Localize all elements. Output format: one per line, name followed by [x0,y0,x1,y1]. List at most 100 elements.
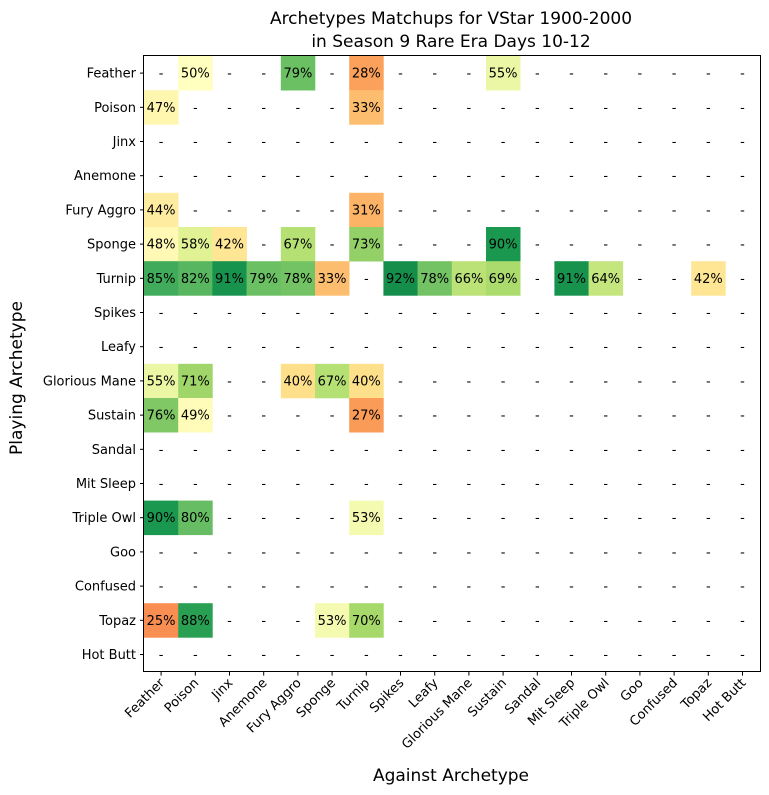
heatmap-cell [349,56,384,91]
cell-label: - [330,443,335,458]
cell-label: - [330,67,335,82]
cell-label: 28% [352,67,381,82]
cell-label: - [603,511,608,526]
cell-label: - [398,67,403,82]
cell-label: - [603,340,608,355]
cell-label: - [467,238,472,253]
heatmap-cell [178,500,213,536]
cell-label: - [569,477,574,492]
y-tick-label: Hot Butt [82,648,136,663]
cell-label: - [569,340,574,355]
y-tick-label: Leafy [101,340,136,355]
cell-label: - [261,511,266,526]
cell-label: - [398,169,403,184]
cell-label: - [569,374,574,389]
cell-label: - [672,614,677,629]
cell-label: 58% [181,238,210,253]
cell-label: - [193,203,198,218]
cell-label: - [193,169,198,184]
heatmap-cell [144,90,179,125]
cell-label: - [706,477,711,492]
cell-label: - [740,545,745,560]
cell-label: - [296,135,301,150]
cell-label: - [569,580,574,595]
cell-label: - [603,477,608,492]
cell-label: - [569,443,574,458]
cell-label: - [706,374,711,389]
cell-label: - [569,545,574,560]
x-tick-label: Poison [162,676,202,716]
cell-label: - [364,580,369,595]
y-tick-label: Feather [87,67,137,82]
cell-label: - [227,169,232,184]
cell-label: 88% [181,614,210,629]
cell-label: - [193,443,198,458]
cell-label: 40% [352,374,381,389]
cell-label: - [296,614,301,629]
cell-label: - [501,374,506,389]
cell-label: - [467,648,472,663]
cell-label: - [330,580,335,595]
heatmap-cell [349,603,384,638]
cell-label: - [501,614,506,629]
cell-label: - [227,409,232,424]
cell-label: - [603,545,608,560]
y-tick-label: Topaz [98,614,136,629]
cell-label: - [296,477,301,492]
cell-label: - [501,135,506,150]
heatmap-cell [417,261,453,296]
cell-label: - [535,67,540,82]
cell-label: - [535,135,540,150]
cell-label: 64% [591,272,620,287]
cell-label: - [501,648,506,663]
cell-label: - [432,443,437,458]
cell-label: - [193,477,198,492]
cell-label: - [398,409,403,424]
cell-label: - [467,409,472,424]
y-tick-label: Sandal [92,443,136,458]
cell-label: - [740,169,745,184]
heatmap-cell [315,603,350,638]
cell-label: - [261,306,266,321]
cell-label: - [227,374,232,389]
y-tick-label: Goo [110,545,136,560]
cell-label: - [740,409,745,424]
cell-label: - [193,545,198,560]
cell-label: - [740,374,745,389]
cell-label: - [296,545,301,560]
cell-label: - [603,648,608,663]
cell-label: 53% [352,511,381,526]
cell-label: - [603,614,608,629]
cell-label: - [261,443,266,458]
cell-label: - [740,238,745,253]
cell-label: 76% [147,409,176,424]
cell-label: - [227,101,232,116]
cell-label: - [706,614,711,629]
cell-label: - [672,443,677,458]
cell-label: - [569,101,574,116]
cell-label: - [398,306,403,321]
heatmap-cell [349,363,384,399]
heatmap-cell [178,603,213,638]
cell-label: - [330,409,335,424]
cell-label: - [535,477,540,492]
heatmap-cell [280,363,316,399]
cell-label: - [398,374,403,389]
heatmap-cell [178,398,213,433]
cell-label: - [364,306,369,321]
cell-label: - [227,648,232,663]
cell-label: - [227,306,232,321]
heatmap-cell [691,261,726,296]
cell-label: 80% [181,511,210,526]
cell-label: - [364,477,369,492]
cell-label: - [740,306,745,321]
cell-label: - [740,511,745,526]
cell-label: - [227,203,232,218]
cell-label: - [638,580,643,595]
cell-label: - [638,614,643,629]
cell-label: 40% [283,374,312,389]
cell-label: - [706,409,711,424]
cell-label: - [261,135,266,150]
cell-label: 91% [215,272,244,287]
